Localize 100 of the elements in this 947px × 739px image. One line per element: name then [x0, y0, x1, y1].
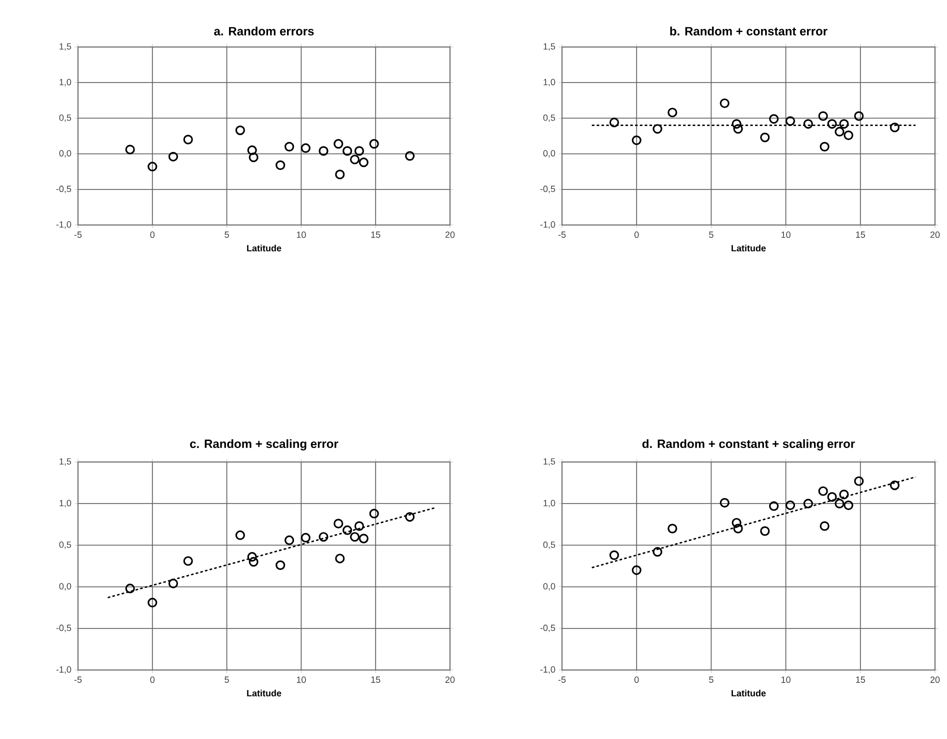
point [890, 480, 900, 490]
chart-title: c. Random + scaling error [190, 439, 338, 450]
x-axis-title: Latitude [247, 244, 282, 252]
y-tick-label: 1,5 [544, 43, 556, 51]
point [609, 550, 620, 560]
y-tick-label: 1,0 [60, 500, 72, 508]
point [652, 547, 662, 557]
point [342, 525, 352, 536]
point [248, 152, 258, 162]
point [827, 492, 837, 502]
point [844, 130, 854, 140]
y-tick-label: -1,0 [56, 666, 72, 674]
x-tick-label: 15 [856, 676, 866, 683]
y-tick-label: 0,5 [59, 114, 72, 122]
x-tick-label: -5 [74, 676, 82, 683]
point [284, 142, 294, 152]
point [844, 500, 854, 510]
x-tick-label: -5 [74, 232, 82, 238]
x-tick-label: 15 [371, 232, 380, 238]
x-tick-label: 5 [224, 676, 229, 683]
point [300, 143, 310, 153]
y-tick-label: 0,0 [543, 583, 556, 591]
y-tick-label: -1,0 [56, 221, 72, 229]
point [818, 111, 828, 121]
y-tick-label: -0,5 [540, 186, 556, 194]
point [354, 146, 364, 156]
point [733, 124, 743, 134]
point [125, 144, 135, 154]
point [354, 521, 364, 531]
point [405, 151, 415, 161]
point [335, 554, 345, 564]
y-tick-label: 1,0 [544, 500, 556, 508]
point [769, 114, 779, 124]
point [803, 498, 813, 508]
x-tick-label: 0 [150, 232, 155, 238]
point [839, 490, 849, 500]
point [720, 98, 730, 108]
point [235, 530, 245, 540]
point [369, 139, 379, 149]
y-tick-label: 1,5 [60, 43, 72, 51]
point [247, 552, 257, 562]
point [350, 154, 360, 164]
point [358, 158, 368, 168]
point [334, 139, 344, 149]
point [369, 508, 379, 518]
point [168, 578, 178, 588]
point [652, 124, 662, 134]
point [834, 498, 844, 508]
point [342, 146, 352, 156]
point [733, 524, 743, 534]
y-tick-label: 0,5 [59, 541, 72, 549]
point [785, 116, 796, 126]
x-tick-label: 20 [930, 232, 940, 238]
point [334, 518, 344, 528]
point [854, 111, 864, 121]
y-tick-label: -0,5 [56, 186, 72, 194]
point [183, 556, 193, 566]
x-tick-label: -5 [558, 676, 566, 683]
x-tick-label: 10 [296, 676, 306, 683]
point [820, 521, 830, 531]
y-tick-label: -1,0 [540, 221, 556, 229]
point [818, 486, 828, 496]
y-tick-label: 1,0 [544, 78, 556, 86]
point [405, 512, 415, 522]
x-tick-label: 10 [781, 676, 790, 683]
y-tick-label: 0,0 [59, 150, 72, 158]
y-tick-label: 1,5 [60, 458, 72, 466]
point [247, 145, 257, 156]
chart-title: d. Random + constant + scaling error [642, 439, 855, 450]
y-tick-label: 1,0 [60, 78, 72, 86]
y-tick-label: 0,5 [543, 541, 556, 549]
point [760, 526, 770, 536]
x-tick-label: 15 [371, 676, 380, 683]
x-tick-label: -5 [558, 232, 566, 238]
point [125, 584, 135, 594]
point [803, 119, 813, 129]
x-tick-label: 5 [224, 232, 229, 238]
y-tick-label: 0,0 [543, 150, 556, 158]
y-tick-label: -1,0 [540, 666, 556, 674]
point [358, 534, 368, 544]
point [668, 108, 678, 118]
x-tick-label: 10 [296, 232, 306, 238]
point [235, 126, 245, 136]
point [248, 557, 258, 567]
x-tick-label: 20 [930, 676, 940, 683]
point [276, 160, 286, 170]
y-tick-label: 0,5 [543, 114, 556, 122]
point [350, 532, 360, 542]
point [890, 122, 900, 132]
chart-title: a. Random errors [214, 26, 314, 36]
y-tick-label: -0,5 [540, 624, 556, 632]
point [609, 118, 620, 128]
point [632, 565, 642, 575]
point [785, 500, 796, 510]
x-tick-label: 0 [634, 232, 639, 238]
point [300, 532, 310, 543]
x-tick-label: 0 [634, 676, 639, 683]
point [769, 501, 779, 511]
point [834, 126, 844, 137]
point [148, 162, 158, 172]
